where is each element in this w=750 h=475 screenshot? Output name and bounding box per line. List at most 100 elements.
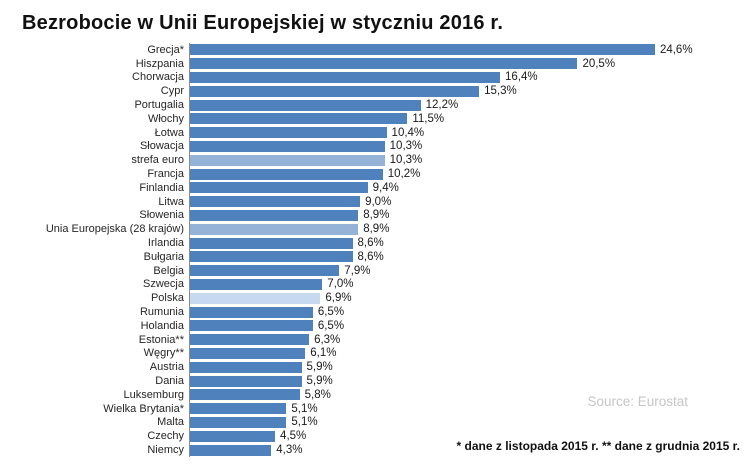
category-label: Grecja* [147, 43, 184, 56]
bar-track: 8,9% [189, 222, 750, 237]
bar [190, 127, 387, 139]
category-label: Węgry** [143, 347, 184, 360]
value-label: 15,3% [484, 85, 517, 98]
bar-row: Łotwa 10,4% [0, 125, 750, 140]
category-label: strefa euro [131, 154, 184, 167]
bar-row: Malta 5,1% [0, 415, 750, 430]
bar-row: Polska 6,9% [0, 291, 750, 306]
category-label: Rumunia [139, 306, 184, 319]
bar-row: Szwecja 7,0% [0, 277, 750, 292]
bar-track: 24,6% [189, 43, 750, 57]
value-label: 20,5% [582, 57, 616, 70]
bar-track: 12,2% [189, 98, 750, 112]
bar-track: 5,9% [189, 360, 750, 375]
bar-track: 10,2% [189, 167, 750, 181]
value-label: 8,6% [357, 237, 384, 250]
value-label: 5,9% [306, 375, 333, 388]
bar-track: 8,9% [189, 208, 750, 223]
bar-row: Rumunia 6,5% [0, 305, 750, 319]
bar-track: 5,1% [189, 415, 750, 430]
category-label: Niemcy [147, 444, 184, 456]
category-label: Hiszpania [135, 57, 184, 70]
bar-row: Irlandia 8,6% [0, 236, 750, 250]
bar [190, 334, 310, 346]
value-label: 16,4% [504, 71, 538, 84]
bar-track: 6,9% [189, 291, 750, 306]
bar [190, 182, 368, 194]
category-label: Luksemburg [123, 388, 184, 401]
category-label: Polska [150, 292, 184, 305]
value-label: 12,2% [425, 99, 459, 112]
value-label: 8,9% [363, 223, 390, 236]
value-label: 4,5% [280, 430, 307, 443]
category-label: Słowenia [139, 209, 184, 222]
category-label: Słowacja [139, 140, 184, 153]
value-label: 9,0% [365, 195, 392, 208]
category-label: Wielka Brytania* [103, 402, 184, 415]
category-label: Estonia** [138, 333, 184, 346]
bar [190, 430, 276, 442]
source-note: Source: Eurostat [587, 394, 688, 409]
bar [190, 196, 361, 208]
bar-chart: Grecja* 24,6% Hiszpania 20,5% Chorwacja 16,4%… [0, 43, 750, 457]
category-label: Włochy [147, 112, 184, 125]
bar [190, 71, 500, 83]
category-label: Dania [155, 375, 184, 388]
bar-row: Niemcy 4,3% [0, 443, 750, 457]
bar-row: Hiszpania 20,5% [0, 56, 750, 71]
bar [190, 292, 321, 304]
bar [190, 251, 353, 263]
bar-row: Francja 10,2% [0, 167, 750, 181]
bar-track: 5,8% [189, 387, 750, 402]
category-label: Holandia [140, 319, 184, 332]
bar [190, 265, 340, 277]
category-label: Czechy [147, 430, 184, 443]
bar-track: 6,5% [189, 305, 750, 319]
value-label: 10,2% [387, 168, 421, 181]
value-label: 8,6% [357, 250, 384, 263]
value-label: 5,1% [291, 402, 318, 415]
bar-row: Cypr 15,3% [0, 84, 750, 99]
bar [190, 444, 272, 456]
value-label: 6,9% [325, 292, 352, 305]
category-label: Bułgaria [143, 250, 184, 263]
bar-track: 7,0% [189, 277, 750, 292]
bar-track: 10,4% [189, 125, 750, 140]
bar-row: Węgry** 6,1% [0, 346, 750, 361]
value-label: 5,9% [306, 361, 333, 374]
bar [190, 58, 578, 70]
category-label: Unia Europejska (28 krajów) [45, 223, 184, 236]
bar-track: 16,4% [189, 70, 750, 85]
value-label: 6,1% [310, 347, 337, 360]
bar-track: 4,3% [189, 443, 750, 457]
category-label: Chorwacja [132, 71, 184, 84]
bar-row: strefa euro 10,3% [0, 153, 750, 168]
bar-row: Litwa 9,0% [0, 194, 750, 209]
bar-row: Luksemburg 5,8% [0, 387, 750, 402]
category-label: Francja [147, 168, 184, 181]
bar [190, 223, 359, 235]
bar [190, 416, 287, 428]
bar-row: Słowenia 8,9% [0, 208, 750, 223]
value-label: 10,3% [389, 154, 423, 167]
category-label: Litwa [158, 195, 184, 208]
value-label: 7,9% [344, 264, 371, 277]
category-label: Austria [149, 361, 184, 374]
value-label: 5,1% [291, 416, 318, 429]
value-label: 6,3% [314, 333, 341, 346]
bar-row: Dania 5,9% [0, 374, 750, 388]
bar-row: Chorwacja 16,4% [0, 70, 750, 85]
bar-track: 11,5% [189, 111, 750, 126]
value-label: 6,5% [317, 306, 345, 319]
bar-track: 8,6% [189, 236, 750, 250]
bar [190, 320, 313, 332]
bar-row: Unia Europejska (28 krajów) 8,9% [0, 222, 750, 237]
bar [190, 278, 323, 290]
bar-track: 6,5% [189, 318, 750, 333]
category-label: Irlandia [147, 237, 184, 250]
bar-track: 7,9% [189, 263, 750, 278]
value-label: 6,5% [317, 319, 345, 332]
bar-row: Bułgaria 8,6% [0, 249, 750, 264]
value-label: 4,3% [276, 444, 303, 456]
chart-title: Bezrobocie w Unii Europejskiej w styczni… [22, 12, 504, 34]
